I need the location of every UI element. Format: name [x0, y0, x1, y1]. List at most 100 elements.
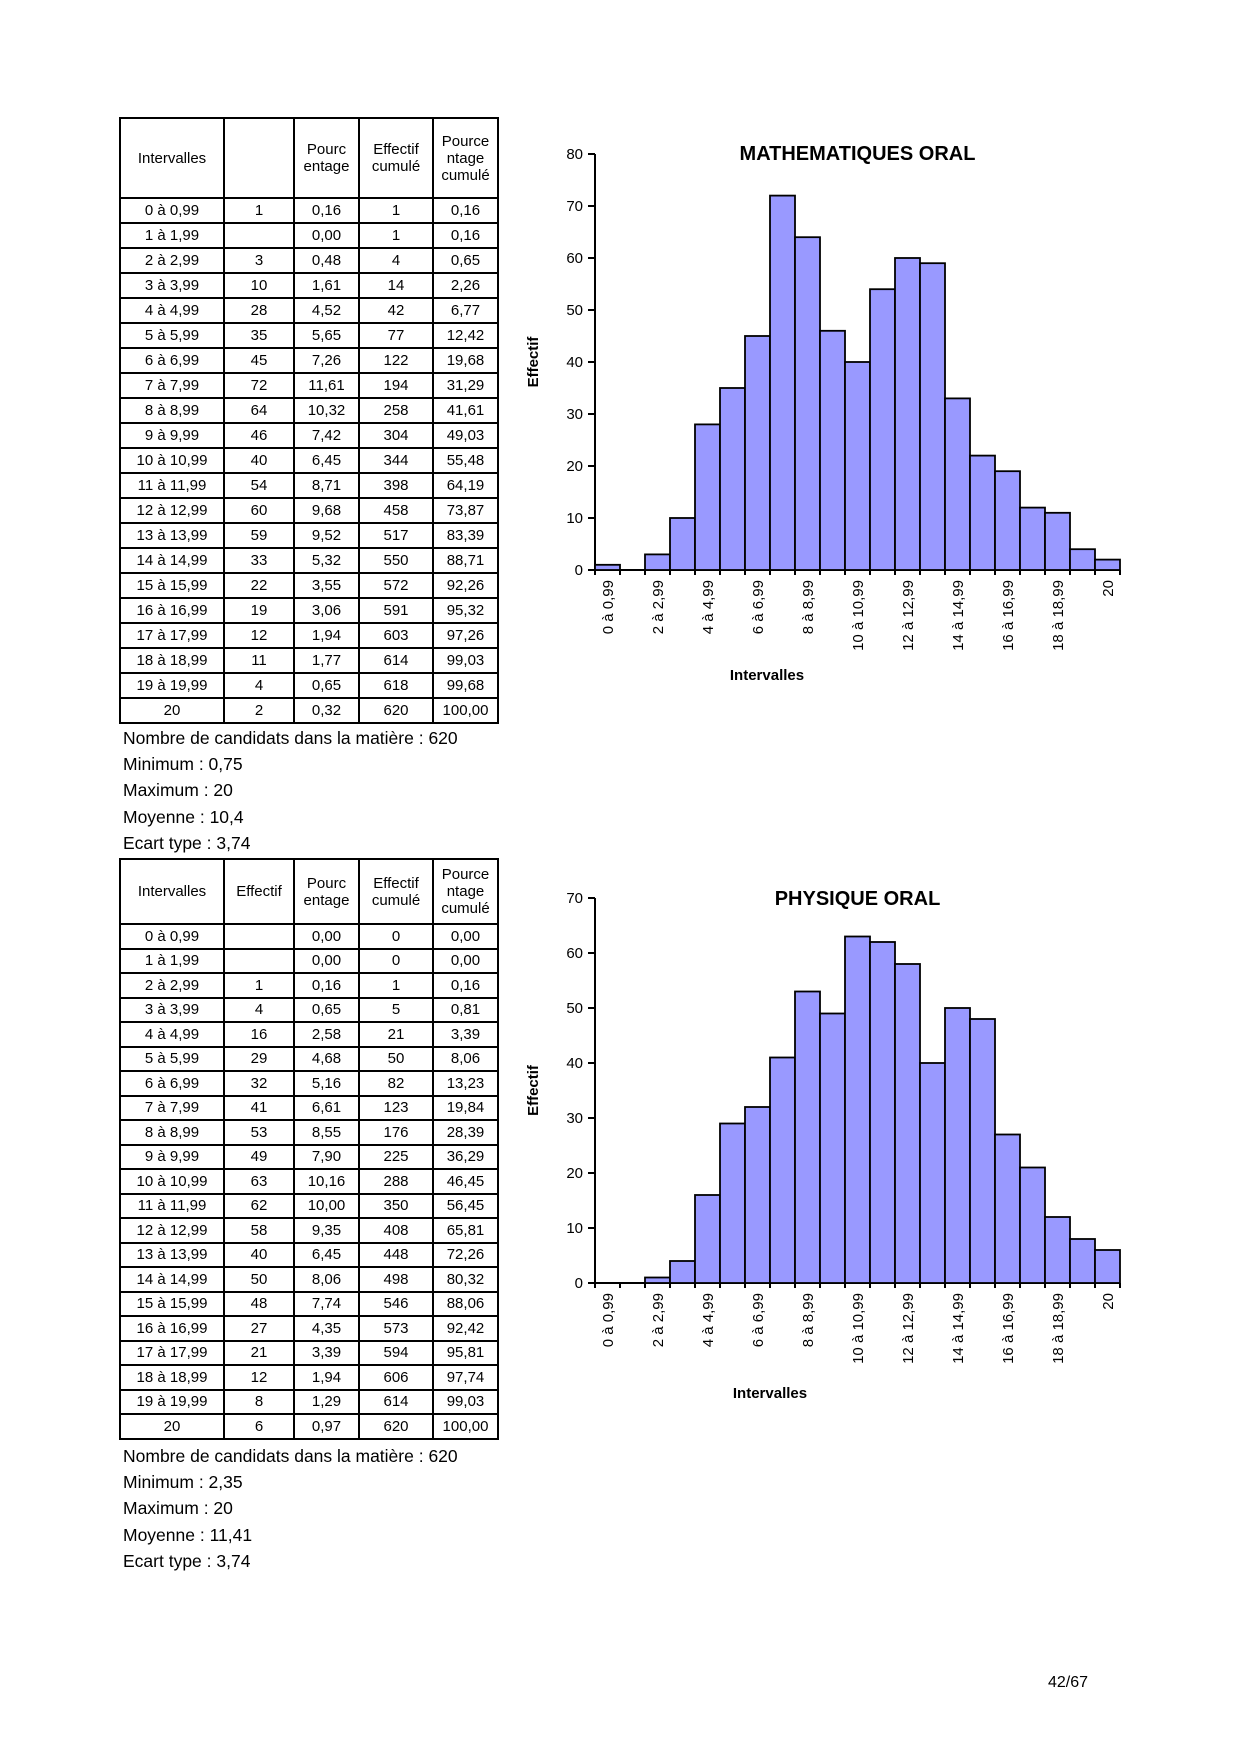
table-cell: 6 à 6,99	[119, 1070, 225, 1097]
table-cell: 1,77	[293, 647, 360, 674]
table-cell: 14	[358, 272, 434, 299]
table-cell: 6,77	[432, 297, 499, 324]
bar	[694, 423, 721, 571]
table-cell: 1 à 1,99	[119, 947, 225, 974]
table-cell: 48	[223, 1290, 295, 1317]
table-cell: 1	[358, 197, 434, 224]
table-row: 4 à 4,99 28 4,52 42 6,77	[119, 297, 499, 324]
table-cell: 11	[223, 647, 295, 674]
bar	[744, 335, 771, 571]
table-cell: 573	[358, 1315, 434, 1342]
table-cell: 0,16	[293, 197, 360, 224]
table-cell: 14 à 14,99	[119, 547, 225, 574]
stat-line: Nombre de candidats dans la matière : 62…	[123, 1446, 458, 1466]
stats-physique: Nombre de candidats dans la matière : 62…	[123, 1443, 458, 1574]
bar	[769, 194, 796, 571]
table-row: 19 à 19,99 8 1,29 614 99,03	[119, 1388, 499, 1415]
table-cell: 2,58	[293, 1021, 360, 1048]
y-tick-label: 20	[566, 458, 583, 475]
table-row: 8 à 8,99 64 10,32 258 41,61	[119, 397, 499, 424]
bar	[919, 262, 946, 571]
column-header: Effectif cumulé	[358, 117, 434, 199]
table-cell: 28	[223, 297, 295, 324]
bar	[1044, 1216, 1071, 1284]
table-cell: 6,45	[293, 447, 360, 474]
table-cell	[223, 222, 295, 249]
table-cell: 13 à 13,99	[119, 522, 225, 549]
table-cell: 517	[358, 522, 434, 549]
stat-line: Maximum : 20	[123, 780, 233, 801]
table-cell: 41,61	[432, 397, 499, 424]
table-row: 2 à 2,99 3 0,48 4 0,65	[119, 247, 499, 274]
y-tick-label: 60	[566, 250, 583, 267]
table-cell: 16 à 16,99	[119, 597, 225, 624]
bar	[1019, 506, 1046, 571]
table-cell: 603	[358, 622, 434, 649]
table-cell: 594	[358, 1339, 434, 1366]
table-cell: 3	[223, 247, 295, 274]
y-tick-label: 50	[566, 302, 583, 319]
bar	[894, 257, 921, 571]
table-cell: 10 à 10,99	[119, 447, 225, 474]
table-cell: 0 à 0,99	[119, 197, 225, 224]
bar	[1069, 548, 1096, 571]
bar	[994, 470, 1021, 571]
table-cell: 14 à 14,99	[119, 1266, 225, 1293]
x-tick-label: 20	[1100, 580, 1117, 597]
table-cell: 80,32	[432, 1266, 499, 1293]
table-cell: 50	[358, 1045, 434, 1072]
table-row: 16 à 16,99 27 4,35 573 92,42	[119, 1315, 499, 1342]
table-cell: 4,68	[293, 1045, 360, 1072]
bar	[1069, 1238, 1096, 1284]
table-cell: 0	[358, 947, 434, 974]
table-cell: 82	[358, 1070, 434, 1097]
table-cell: 99,68	[432, 672, 499, 699]
table-cell: 546	[358, 1290, 434, 1317]
table-cell: 41	[223, 1094, 295, 1121]
x-tick-label: 10 à 10,99	[850, 1293, 867, 1364]
table-cell: 4	[358, 247, 434, 274]
table-cell: 53	[223, 1119, 295, 1146]
table-cell: 40	[223, 1241, 295, 1268]
table-cell: 7,90	[293, 1143, 360, 1170]
table-cell: 46	[223, 422, 295, 449]
table-cell: 176	[358, 1119, 434, 1146]
table-cell: 0,65	[293, 672, 360, 699]
stat-line: Minimum : 2,35	[123, 1472, 243, 1493]
table-cell: 97,26	[432, 622, 499, 649]
x-tick-label: 8 à 8,99	[800, 1293, 817, 1347]
table-cell: 1	[223, 197, 295, 224]
table-cell: 8	[223, 1388, 295, 1415]
table-cell: 45	[223, 347, 295, 374]
table-cell: 5,65	[293, 322, 360, 349]
table-cell: 591	[358, 597, 434, 624]
stat-line: Moyenne : 11,41	[123, 1524, 253, 1545]
table-cell: 20	[119, 1413, 225, 1440]
table-row: 1 à 1,99 0,00 1 0,16	[119, 222, 499, 249]
y-tick-label: 50	[566, 1000, 583, 1017]
table-cell: 16	[223, 1021, 295, 1048]
table-cell: 498	[358, 1266, 434, 1293]
table-cell: 0,16	[432, 197, 499, 224]
table-cell: 10,32	[293, 397, 360, 424]
x-tick-label: 12 à 12,99	[900, 1293, 917, 1364]
table-cell: 1	[358, 972, 434, 999]
table-cell: 10,16	[293, 1168, 360, 1195]
table-cell: 0,00	[293, 923, 360, 950]
bar	[869, 288, 896, 571]
table-cell: 448	[358, 1241, 434, 1268]
table-cell: 29	[223, 1045, 295, 1072]
table-row: 8 à 8,99 53 8,55 176 28,39	[119, 1119, 499, 1146]
bar	[744, 1106, 771, 1284]
table-cell: 99,03	[432, 1388, 499, 1415]
column-header: Intervalles	[119, 858, 225, 925]
table-cell: 49	[223, 1143, 295, 1170]
table-row: 0 à 0,99 0,00 0 0,00	[119, 923, 499, 950]
table-cell: 4,35	[293, 1315, 360, 1342]
table-cell: 62	[223, 1192, 295, 1219]
bar	[844, 361, 871, 571]
table-cell: 0,32	[293, 697, 360, 724]
table-cell: 12	[223, 622, 295, 649]
x-axis-title: Intervalles	[730, 667, 804, 684]
table-cell: 572	[358, 572, 434, 599]
